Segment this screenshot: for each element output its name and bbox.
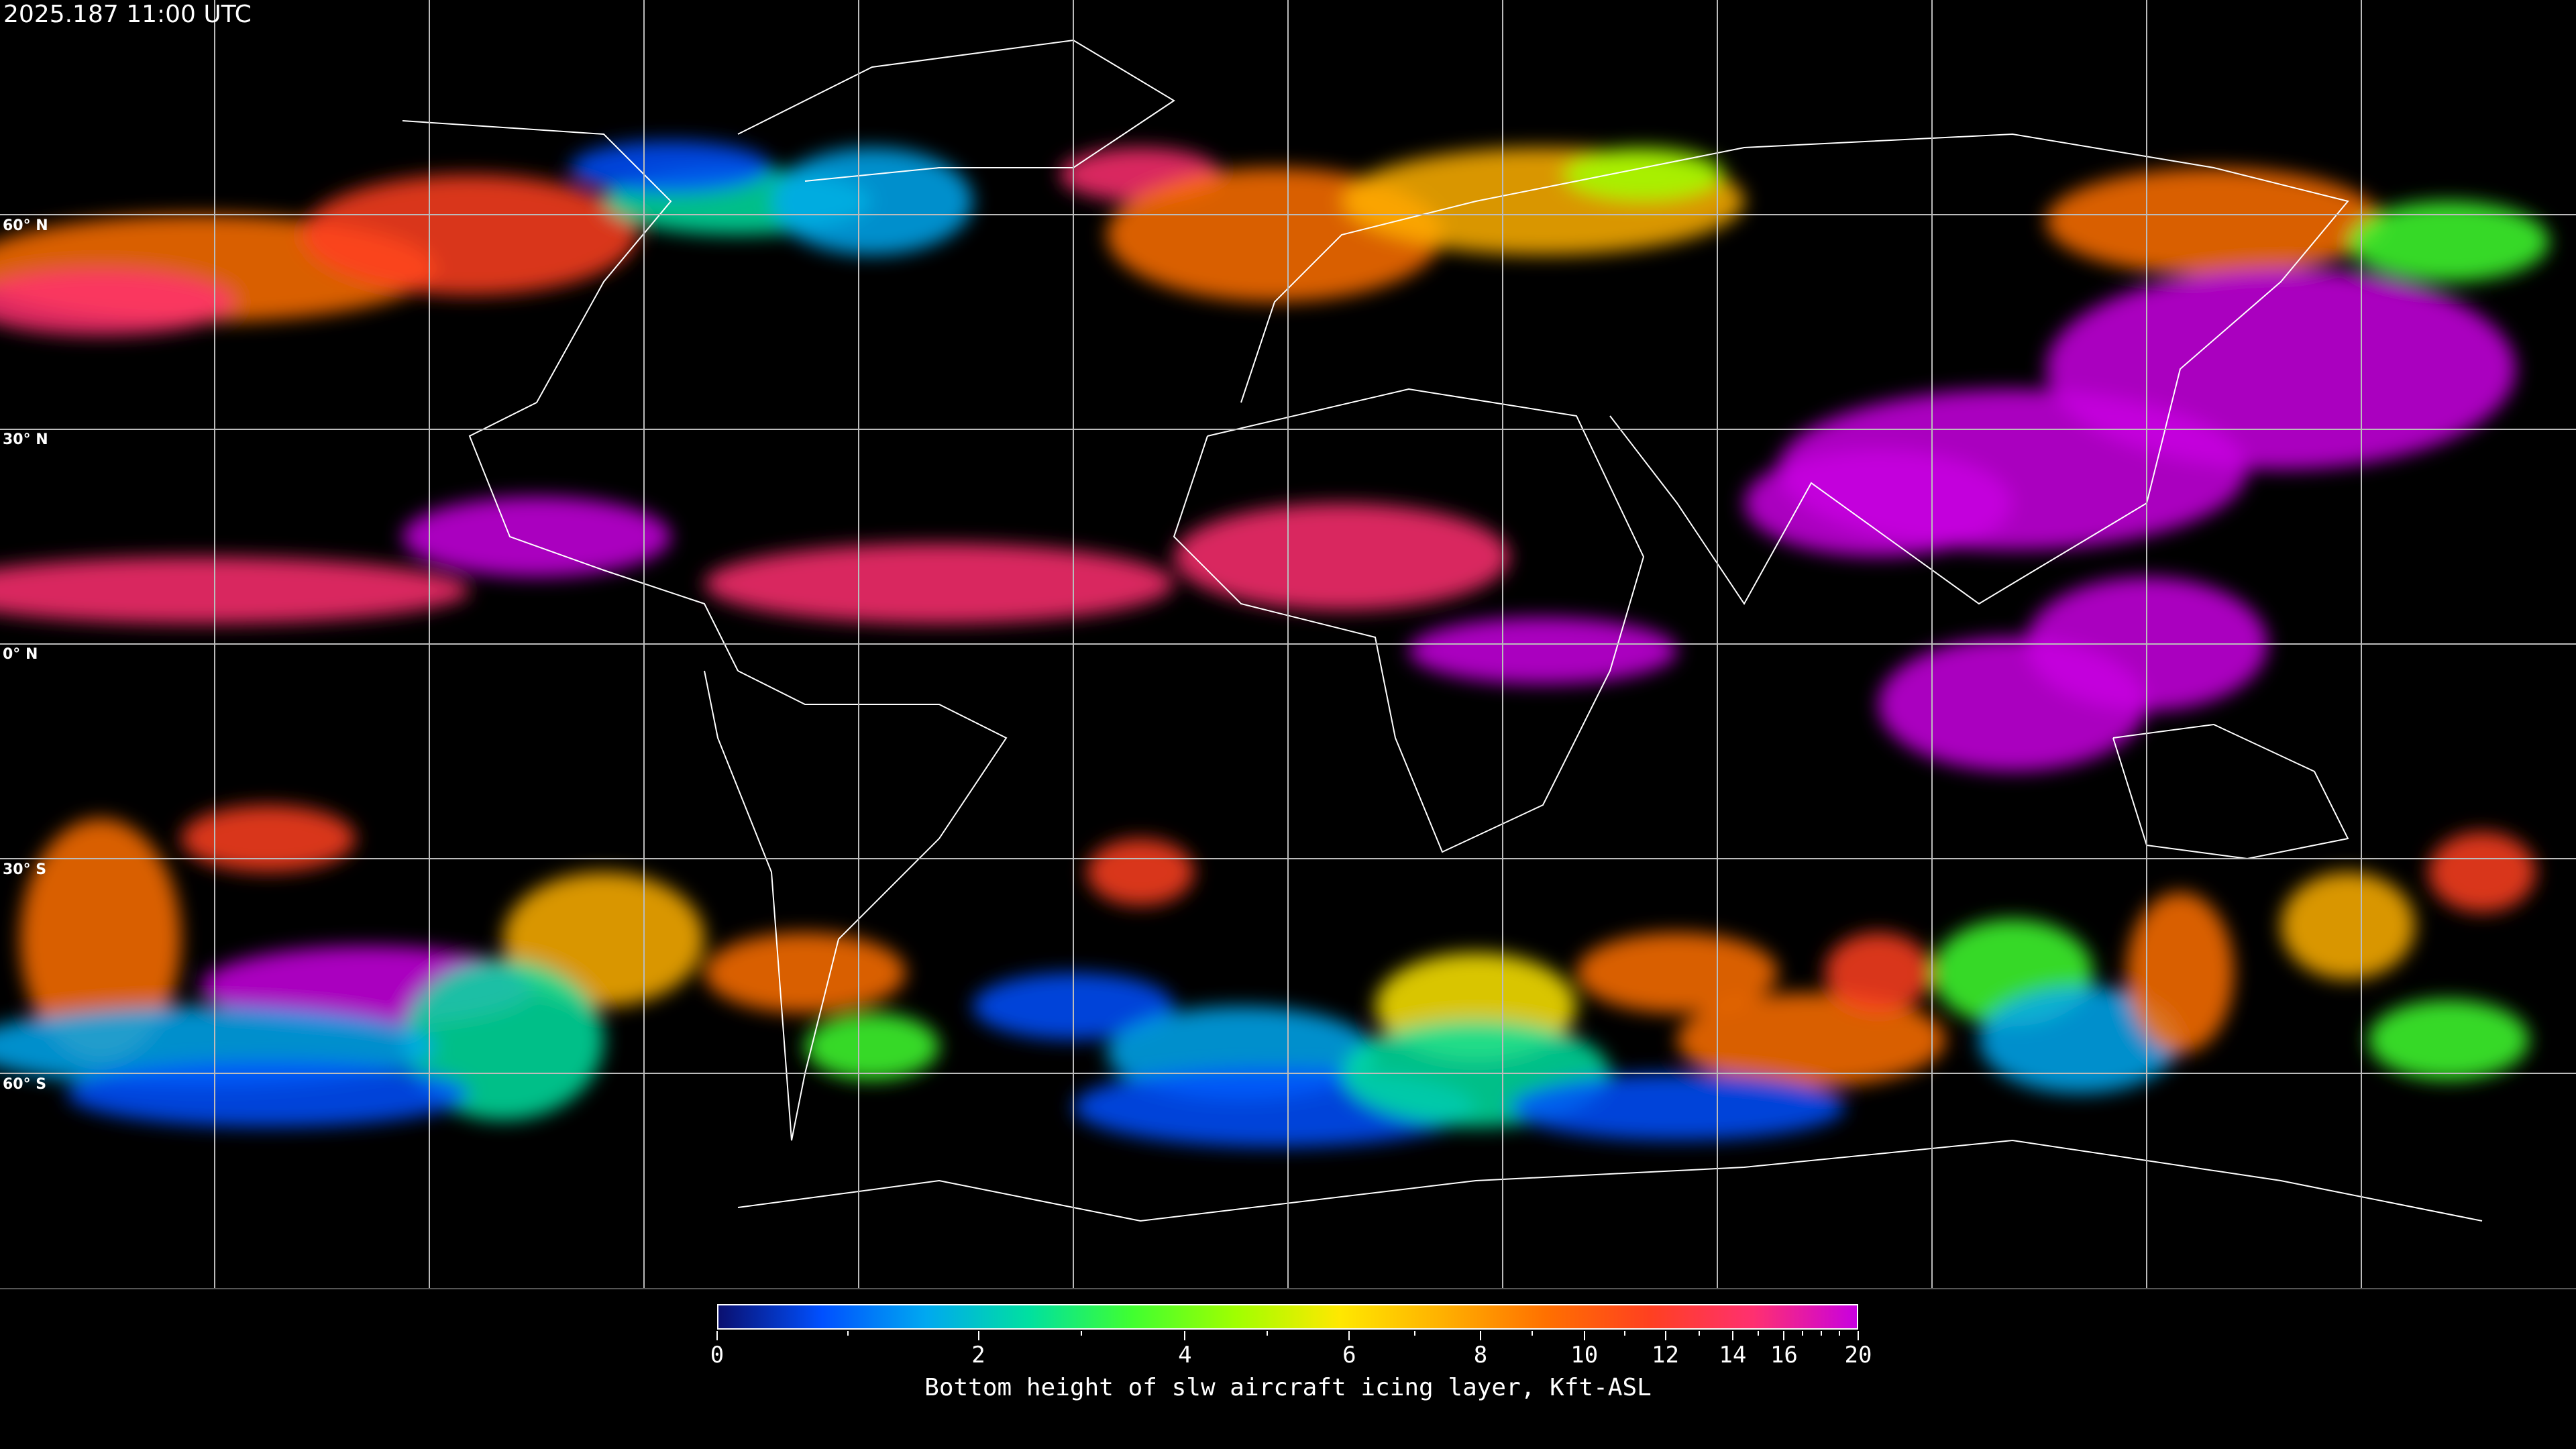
colorbar-minor-tick [1266,1331,1268,1336]
cloud-region [771,148,973,255]
cloud-region [302,174,637,295]
map-border [0,1288,2576,1289]
colorbar-tick [1731,1331,1733,1340]
colorbar-minor-tick [1820,1331,1822,1336]
colorbar-tick [1348,1331,1350,1340]
coastlines [402,39,2483,1222]
colorbar-minor-tick [1414,1331,1416,1336]
colorbar-tick-label: 20 [1844,1342,1872,1368]
cloud-region [1563,148,1724,201]
cloud-region [0,557,470,624]
cloud-region [1744,449,2012,557]
lat-label-60s: 60° S [3,1076,47,1093]
cloud-region [402,959,604,1120]
cloud-region [1979,986,2180,1093]
colorbar-tick [1184,1331,1186,1340]
colorbar-minor-tick [1839,1331,1841,1336]
lat-label-30n: 30° N [3,431,48,448]
coastline [704,670,1008,1141]
colorbar-tick [1783,1331,1785,1340]
cloud-region [181,805,356,872]
colorbar-minor-tick [1698,1331,1700,1336]
colorbar-minor-tick [1081,1331,1083,1336]
icing-map [0,0,2576,1288]
lat-label-60n: 60° N [3,217,48,234]
cloud-region [1825,932,1932,1013]
coastline [2112,723,2349,860]
colorbar-tick-label: 2 [971,1342,985,1368]
cloud-region [67,1060,470,1127]
coastline [1240,133,2349,605]
colorbar-tick [1583,1331,1585,1340]
colorbar [717,1304,1858,1330]
colorbar-minor-tick [1758,1331,1760,1336]
colorbar-tick [716,1331,718,1340]
colorbar-tick-label: 14 [1719,1342,1747,1368]
cloud-region [1677,993,1945,1087]
colorbar-tick-label: 12 [1652,1342,1679,1368]
lat-label-0n: 0° N [3,646,38,663]
cloud-region [805,1013,939,1080]
cloud-region [2046,168,2381,275]
cloud-region [704,932,906,1013]
map-canvas [0,0,2576,1288]
cloud-region [1576,932,1778,1013]
cloud-region [402,496,671,577]
colorbar-tick-label: 6 [1342,1342,1356,1368]
cloud-region [1087,839,1194,906]
colorbar-tick [977,1331,979,1340]
cloud-region [2368,1000,2529,1080]
colorbar-ticks [0,1331,2576,1405]
graticule [0,0,2576,1288]
cloud-field [0,141,2549,1147]
timestamp-title: 2025.187 11:00 UTC [3,1,252,28]
colorbar-label: Bottom height of slw aircraft icing laye… [924,1374,1652,1401]
colorbar-tick [1664,1331,1666,1340]
cloud-region [0,268,235,335]
coastline [737,1139,2483,1222]
colorbar-tick-label: 8 [1473,1342,1488,1368]
colorbar-tick-label: 4 [1178,1342,1192,1368]
cloud-region [1174,503,1509,610]
cloud-region [20,818,181,1060]
colorbar-minor-tick [1802,1331,1804,1336]
cloud-region [2348,201,2549,282]
cloud-region [1509,1073,1845,1140]
colorbar-minor-tick [1624,1331,1626,1336]
colorbar-tick [1858,1331,1859,1340]
coastline [737,39,1175,182]
coastline [402,120,739,672]
lat-label-30s: 30° S [3,861,47,878]
colorbar-minor-tick [1532,1331,1534,1336]
colorbar-minor-tick [847,1331,849,1336]
colorbar-tick-label: 16 [1770,1342,1798,1368]
colorbar-tick [1479,1331,1481,1340]
cloud-region [2127,892,2234,1053]
cloud-region [570,141,771,195]
cloud-region [704,543,1174,624]
colorbar-tick-label: 0 [710,1342,724,1368]
cloud-region [2428,832,2536,912]
cloud-region [2281,872,2415,979]
coastline [1173,388,1645,853]
colorbar-tick-label: 10 [1570,1342,1599,1368]
cloud-region [1409,617,1677,684]
